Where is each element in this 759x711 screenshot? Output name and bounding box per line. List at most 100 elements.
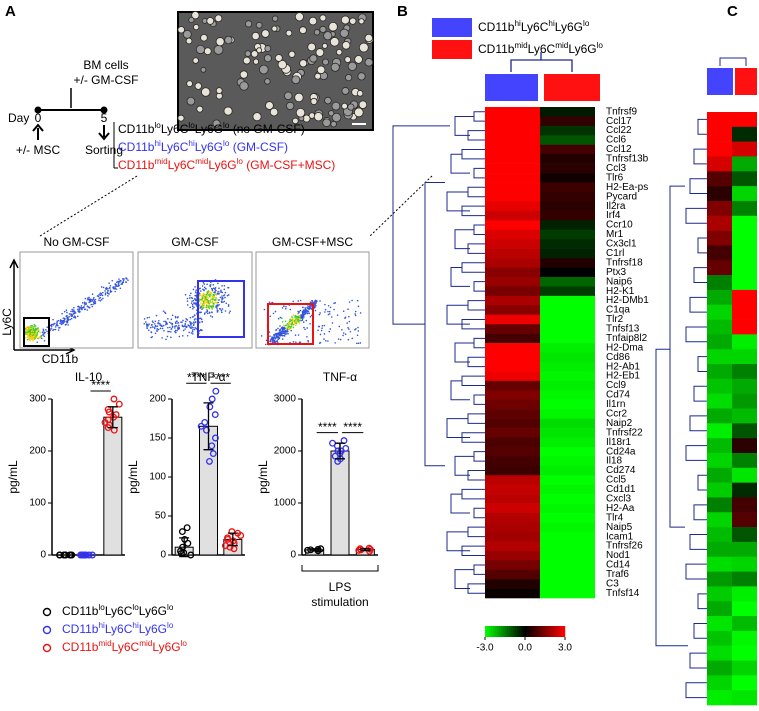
gene-label: Naip6 [606, 276, 633, 287]
flow-event [292, 314, 295, 316]
flow-event [167, 330, 169, 333]
flow-event [118, 284, 120, 287]
flow-event [102, 297, 104, 300]
flow-event [66, 321, 69, 323]
flow-title: No GM-CSF [44, 235, 110, 249]
scale-step [541, 626, 544, 637]
flow-event [301, 313, 304, 315]
flow-event [288, 325, 290, 327]
label-part: (no GM-CSF) [229, 122, 304, 136]
flow-event [281, 307, 284, 309]
flow-event [30, 332, 33, 335]
flow-event [284, 320, 287, 323]
cell [299, 26, 307, 35]
flow-event [177, 328, 179, 330]
flow-event [111, 279, 114, 282]
flow-event [283, 335, 286, 337]
flow-event [163, 320, 165, 323]
cell [316, 65, 326, 75]
flow-event [61, 312, 63, 315]
flow-event [192, 288, 195, 291]
cell [192, 57, 199, 64]
flow-event [324, 311, 326, 313]
heatmap-cell [732, 112, 757, 128]
flow-event [303, 309, 305, 311]
flow-event [202, 303, 205, 306]
flow-event [91, 305, 94, 308]
flow-event [271, 301, 274, 304]
flow-event [204, 295, 206, 298]
heatmap-cell [485, 314, 540, 325]
flow-event [275, 336, 278, 339]
flow-event [318, 325, 321, 328]
cell [263, 54, 272, 63]
flow-event [201, 295, 203, 298]
flow-event [148, 323, 150, 325]
flow-event [159, 327, 162, 330]
flow-event [217, 304, 219, 306]
cell [356, 90, 364, 97]
flow-event [323, 324, 326, 327]
flow-event [203, 286, 206, 289]
flow-event [112, 287, 115, 290]
cell [188, 16, 195, 24]
heatmap-cell [732, 245, 757, 261]
flow-event [186, 300, 189, 302]
gene-label: Ccl3 [606, 163, 626, 174]
flow-event [309, 301, 312, 303]
flow-event [281, 317, 283, 319]
gene-label: Il1rn [606, 399, 625, 410]
flow-event [205, 306, 208, 309]
flow-event [34, 325, 37, 327]
heatmap-cell [485, 324, 540, 334]
data-point [211, 434, 219, 442]
gene-label: Il18r1 [606, 437, 631, 448]
flow-event [171, 322, 174, 325]
flow-event [114, 283, 116, 285]
heatmap-cell [540, 371, 595, 382]
flow-event [299, 317, 301, 320]
flow-event [319, 333, 322, 336]
flow-event [164, 311, 166, 314]
flow-event [205, 311, 207, 313]
flow-event [303, 326, 305, 329]
flow-event [54, 326, 57, 328]
superscript: mid [98, 639, 112, 648]
gene-label: H2-Aa [606, 503, 635, 514]
flow-event [24, 337, 27, 339]
flow-event [42, 328, 45, 331]
cell [321, 42, 328, 49]
flow-event [356, 342, 358, 345]
cell [331, 112, 342, 123]
flow-event [70, 317, 73, 320]
flow-event [89, 298, 91, 301]
flow-event [209, 298, 212, 301]
scale-step [543, 626, 546, 637]
flow-event [203, 304, 206, 307]
flow-event [221, 285, 223, 287]
heatmap-cell [485, 267, 540, 278]
flow-event [29, 339, 31, 342]
heatmap-cell [485, 239, 540, 249]
heatmap-cell [707, 586, 732, 602]
flow-event [274, 333, 277, 335]
heatmap-cell [540, 286, 595, 297]
flow-event [114, 290, 116, 293]
y-tick-label: 0 [160, 550, 166, 561]
heatmap-cell [540, 333, 595, 344]
flow-event [357, 326, 359, 329]
flow-event [202, 300, 205, 302]
flow-event [227, 305, 230, 307]
flow-event [52, 318, 54, 321]
flow-event [223, 294, 226, 296]
superscript: lo [223, 139, 230, 148]
flow-event [34, 327, 37, 330]
flow-event [34, 333, 36, 335]
heatmap-cell [732, 527, 757, 543]
flow-event [283, 326, 285, 329]
cell [258, 64, 269, 75]
cell [299, 59, 308, 68]
heatmap-cell [485, 144, 540, 155]
flow-event [56, 320, 59, 323]
